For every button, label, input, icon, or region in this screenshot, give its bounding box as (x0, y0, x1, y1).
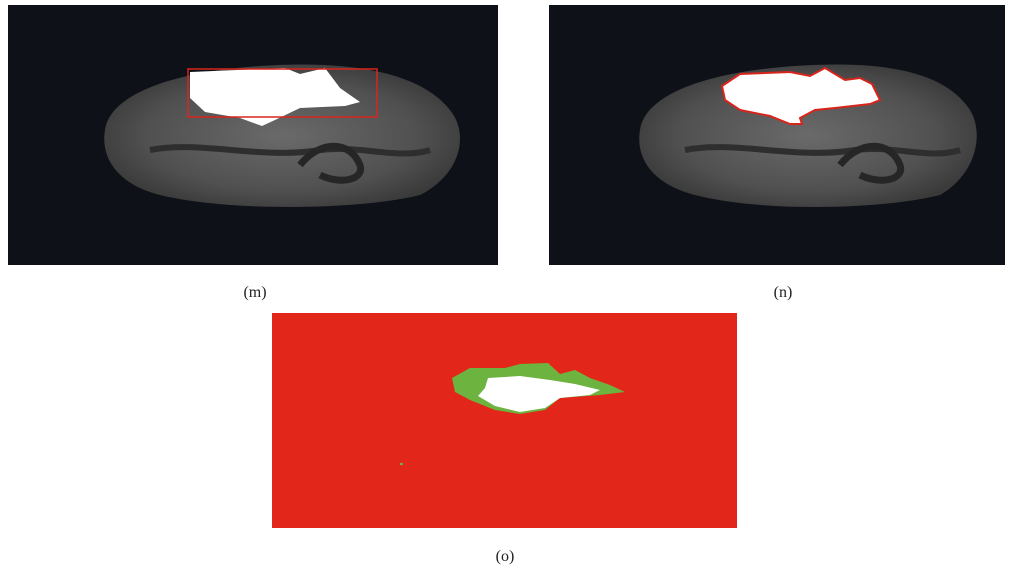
brain (639, 64, 977, 208)
panel-o (272, 313, 737, 528)
panel-label: (o) (496, 548, 515, 565)
tumor (190, 68, 360, 126)
panel-label: (n) (774, 284, 793, 301)
panel-label: (m) (243, 284, 266, 301)
sulcus (684, 144, 961, 157)
false-negative (400, 463, 403, 465)
panel-n (549, 5, 1005, 265)
panel-m (8, 5, 498, 265)
overlap-background (272, 313, 737, 528)
tumor-contour (720, 66, 882, 125)
sulcus (297, 142, 365, 184)
true-positive (478, 376, 600, 412)
sulcus (837, 142, 905, 184)
bounding-box (187, 68, 378, 118)
